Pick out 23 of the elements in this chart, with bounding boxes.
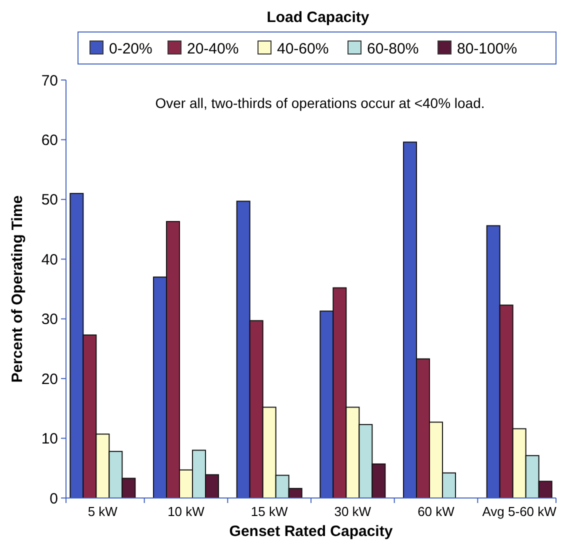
legend-label: 60-80%	[367, 40, 419, 58]
x-tick-label: 5 kW	[88, 504, 118, 519]
x-tick-label: 60 kW	[418, 504, 456, 519]
legend-label: 0-20%	[109, 40, 152, 58]
y-tick-label: 10	[41, 430, 58, 448]
annotation: Over all, two-thirds of operations occur at <40% load.	[155, 95, 485, 111]
x-tick-label: Avg 5-60 kW	[482, 504, 558, 519]
y-axis-title: Percent of Operating Time	[9, 195, 26, 383]
x-tick-label: 10 kW	[168, 504, 206, 519]
x-axis-title: Genset Rated Capacity	[229, 523, 394, 540]
legend-title: Load Capacity	[266, 9, 370, 26]
y-tick-label: 40	[41, 251, 58, 268]
y-tick-label: 0	[50, 490, 58, 508]
x-tick-label: 15 kW	[250, 504, 288, 519]
y-tick-label: 50	[41, 192, 58, 209]
legend-label: 20-40%	[187, 40, 239, 58]
y-tick-label: 60	[41, 132, 58, 149]
y-tick-label: 20	[41, 370, 58, 388]
legend-label: 80-100%	[457, 40, 518, 58]
legend-label: 40-60%	[277, 40, 329, 58]
y-tick-label: 70	[41, 72, 58, 90]
y-tick-label: 30	[41, 311, 58, 328]
x-tick-label: 30 kW	[334, 504, 372, 519]
